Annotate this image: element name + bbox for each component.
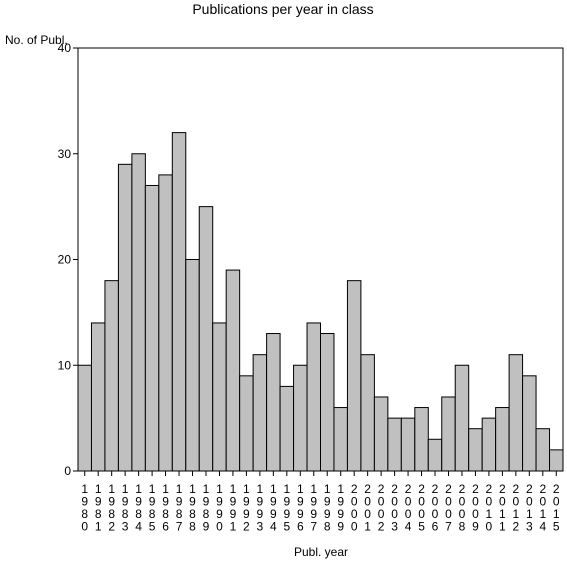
y-axis-label: No. of Publ. bbox=[5, 33, 68, 47]
bar-2001 bbox=[360, 354, 375, 472]
bar-2011 bbox=[495, 407, 510, 472]
bar-2002 bbox=[373, 396, 389, 472]
bar-1980 bbox=[77, 364, 92, 472]
chart-title: Publications per year in class bbox=[192, 1, 373, 17]
bar-2007 bbox=[441, 396, 456, 472]
bar-1986 bbox=[158, 174, 173, 472]
bar-2013 bbox=[522, 375, 537, 472]
y-tick-label-10: 10 bbox=[58, 358, 72, 372]
x-axis-label: Publ. year bbox=[294, 545, 348, 559]
bar-1998 bbox=[320, 333, 335, 472]
y-tick-label-0: 0 bbox=[64, 464, 71, 478]
bar-2009 bbox=[468, 428, 483, 472]
bar-2004 bbox=[400, 417, 416, 472]
y-tick-label-30: 30 bbox=[58, 147, 72, 161]
bar-2006 bbox=[427, 438, 443, 472]
bar-1988 bbox=[185, 259, 200, 472]
bar-2015 bbox=[549, 449, 564, 472]
bar-1997 bbox=[306, 322, 321, 472]
plot-area: 0 10 20 30 40 1 9 8 0 1 9 8 1 1 9 8 2 1 9 8 3 1 9 8 4 1 9 8 5 1 9 8 6 1 9 8… bbox=[58, 41, 564, 534]
bar-1995 bbox=[279, 385, 295, 472]
bar-2008 bbox=[454, 364, 470, 472]
y-tick-label-40: 40 bbox=[58, 41, 72, 55]
bar-2000 bbox=[346, 280, 362, 472]
bar-1999 bbox=[333, 407, 348, 472]
bar-2010 bbox=[481, 417, 497, 472]
bar-1990 bbox=[212, 322, 227, 472]
y-tick-label-20: 20 bbox=[58, 253, 72, 267]
bar-1985 bbox=[144, 184, 160, 472]
bar-1992 bbox=[239, 375, 254, 472]
bar-2012 bbox=[508, 354, 524, 472]
bar-1991 bbox=[225, 269, 241, 472]
bar-1984 bbox=[131, 153, 146, 472]
bar-2003 bbox=[387, 417, 402, 472]
bar-2005 bbox=[414, 407, 429, 472]
bar-1983 bbox=[117, 163, 133, 472]
bar-1982 bbox=[104, 280, 119, 472]
bar-1989 bbox=[198, 206, 214, 472]
bar-1987 bbox=[171, 132, 187, 472]
bar-1996 bbox=[293, 364, 308, 472]
bar-1994 bbox=[266, 333, 281, 472]
bar-1993 bbox=[252, 354, 268, 472]
bar-1981 bbox=[90, 322, 106, 472]
bar-2014 bbox=[535, 428, 551, 472]
